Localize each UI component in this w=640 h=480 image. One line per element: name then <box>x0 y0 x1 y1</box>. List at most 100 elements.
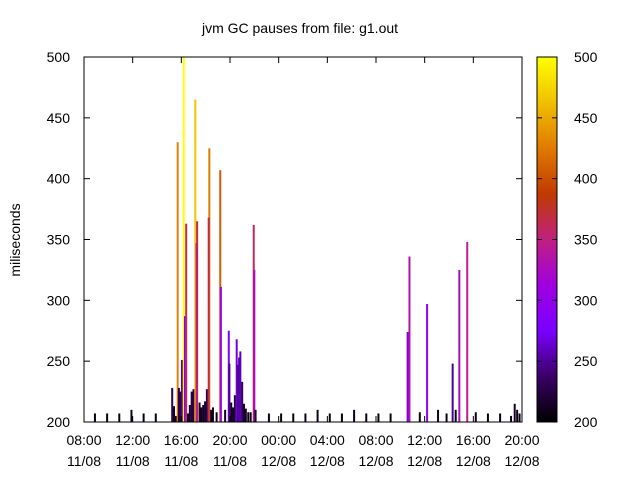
data-bar <box>174 415 177 422</box>
data-bar <box>130 409 133 422</box>
x-tick-date: 12/08 <box>261 453 296 469</box>
data-bar <box>304 413 307 422</box>
x-tick-time: 20:00 <box>504 432 539 448</box>
y-tick-label: 200 <box>47 414 71 430</box>
colorbar-tick-label: 350 <box>574 232 598 248</box>
data-bar <box>316 409 319 422</box>
colorbar-tick-label: 200 <box>574 414 598 430</box>
data-bar <box>215 412 218 422</box>
data-bar <box>207 217 210 422</box>
data-bar <box>106 413 109 422</box>
data-bar <box>171 387 174 422</box>
x-tick-time: 16:00 <box>164 432 199 448</box>
x-tick-date: 11/08 <box>116 453 150 469</box>
plot-border <box>83 56 523 423</box>
data-bar <box>499 413 502 422</box>
colorbar-tick-label: 250 <box>574 353 598 369</box>
y-tick-label: 450 <box>47 110 71 126</box>
data-bar <box>183 316 186 422</box>
data-bar <box>418 412 421 422</box>
y-tick-label: 350 <box>47 232 71 248</box>
x-tick-date: 12/08 <box>407 453 442 469</box>
x-tick-date: 11/08 <box>164 453 198 469</box>
x-tick-date: 12/08 <box>456 453 491 469</box>
data-bar <box>513 403 516 422</box>
data-bar <box>204 401 207 422</box>
data-bar <box>426 303 429 422</box>
data-bar <box>239 351 242 422</box>
data-bar <box>292 413 295 422</box>
data-bar <box>192 389 195 422</box>
data-bar <box>198 402 201 422</box>
x-tick-date: 11/08 <box>67 453 101 469</box>
data-bar <box>280 413 283 422</box>
x-tick-time: 08:00 <box>66 432 101 448</box>
data-bar <box>200 407 203 422</box>
x-tick-time: 16:00 <box>456 432 491 448</box>
colorbar-tick-label: 450 <box>574 110 598 126</box>
data-bar <box>236 364 239 422</box>
data-bar <box>211 407 214 422</box>
data-bar <box>185 223 188 422</box>
data-bar <box>180 359 183 422</box>
x-tick-time: 08:00 <box>358 432 393 448</box>
data-bar <box>353 409 356 422</box>
colorbar-tick-label: 400 <box>574 171 598 187</box>
data-bar <box>454 409 457 422</box>
colorbar-ticks: 200 250 300 350 400 450 500 <box>537 49 598 430</box>
data-bar <box>154 413 157 422</box>
data-bar <box>195 243 198 422</box>
data-bar <box>474 412 477 422</box>
data-bar <box>408 256 411 422</box>
data-bar <box>230 402 233 422</box>
data-bar <box>406 331 409 422</box>
x-tick-marks <box>83 57 523 422</box>
data-bar <box>179 391 182 422</box>
y-tick-marks <box>84 56 522 423</box>
colorbar <box>537 57 557 422</box>
data-bar <box>377 413 380 422</box>
data-bar <box>118 413 121 422</box>
data-bar <box>365 413 368 422</box>
data-bar <box>210 409 213 422</box>
data-bar <box>486 413 489 422</box>
data-bar <box>466 241 469 422</box>
chart-title: jvm GC pauses from file: g1.out <box>201 20 398 36</box>
data-bar <box>228 363 231 422</box>
data-bar <box>241 381 244 422</box>
data-bar <box>202 404 205 422</box>
x-tick-labels: 08:00 11/08 12:00 11/08 16:00 11/08 20:00 11/08… <box>66 432 539 469</box>
x-tick-time: 20:00 <box>212 432 247 448</box>
data-bar <box>188 404 191 422</box>
y-tick-label: 500 <box>47 49 71 65</box>
data-bar <box>253 269 256 422</box>
data-bar <box>451 363 454 422</box>
data-bar <box>389 413 392 422</box>
data-bar <box>249 412 252 422</box>
data-bar <box>340 413 343 422</box>
x-tick-time: 12:00 <box>115 432 150 448</box>
data-bar <box>244 408 247 422</box>
colorbar-tick-label: 300 <box>574 292 598 308</box>
data-bar <box>458 269 461 422</box>
y-tick-label: 400 <box>47 171 71 187</box>
data-bar <box>176 142 179 423</box>
data-bar <box>510 415 513 422</box>
x-tick-time: 12:00 <box>407 432 442 448</box>
x-tick-time: 00:00 <box>261 432 296 448</box>
data-bar <box>267 413 270 422</box>
x-tick-date: 12/08 <box>358 453 393 469</box>
data-bar <box>187 413 190 422</box>
data-bar <box>177 387 180 422</box>
y-axis-label: miliseconds <box>7 203 23 276</box>
data-bar <box>224 409 227 422</box>
x-tick-date: 12/08 <box>504 453 539 469</box>
data-bar <box>93 413 96 422</box>
data-bar <box>516 409 519 422</box>
colorbar-tick-label: 500 <box>574 49 598 65</box>
data-bar <box>445 413 448 422</box>
data-bar <box>247 412 250 422</box>
data-bar <box>242 403 245 422</box>
data-bar <box>182 57 185 422</box>
